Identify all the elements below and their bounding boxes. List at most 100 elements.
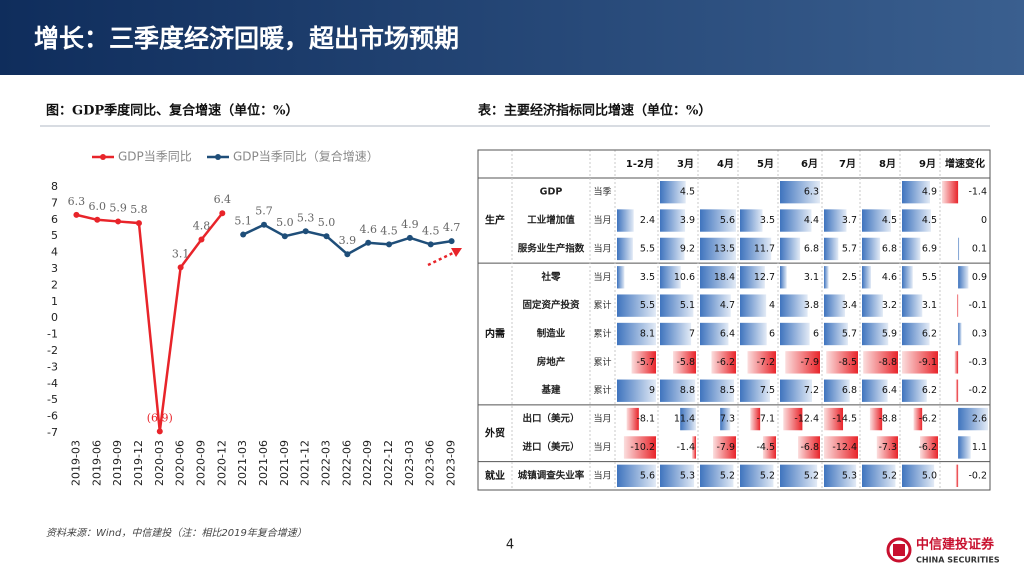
- data-bar: [902, 181, 930, 204]
- x-tick-label: 2019-12: [132, 440, 145, 486]
- cell-value: 0: [981, 215, 987, 226]
- x-tick-label: 2020-06: [174, 440, 187, 486]
- y-tick-label: 3: [51, 262, 58, 275]
- data-label: 5.0: [276, 216, 294, 229]
- row-name: 城镇调查失业率: [518, 469, 585, 481]
- y-tick-label: -1: [47, 328, 58, 341]
- data-bar: [824, 322, 848, 346]
- x-tick-label: 2023-03: [403, 440, 416, 486]
- data-bar: [740, 379, 770, 402]
- cell-value: -1.4: [676, 442, 695, 453]
- row-name: 房地产: [537, 356, 566, 368]
- cell-value: 3.8: [804, 300, 819, 311]
- data-label: 3.9: [339, 234, 357, 247]
- data-bar: [824, 464, 857, 487]
- cell-value: 4.5: [882, 215, 897, 226]
- data-bar: [660, 266, 681, 289]
- table-caption: 表：主要经济指标同比增速（单位：%）: [477, 103, 711, 119]
- cell-value: 5.6: [640, 470, 655, 481]
- row-kind: 当月: [593, 413, 611, 425]
- data-bar: [955, 464, 959, 487]
- point: [406, 234, 413, 241]
- data-label: 5.8: [130, 203, 148, 216]
- point: [73, 211, 80, 218]
- data-label: 4.5: [422, 224, 440, 237]
- cell-value: 6.4: [720, 329, 735, 340]
- x-tick-label: 2023-09: [445, 440, 458, 486]
- point: [323, 233, 330, 240]
- data-label: 4.8: [193, 219, 211, 232]
- x-tick-label: 2021-09: [278, 440, 291, 486]
- legend-marker: [100, 154, 106, 160]
- x-tick-label: 2020-12: [215, 440, 228, 486]
- series-line: [76, 212, 224, 432]
- y-tick-label: 0: [51, 311, 58, 324]
- row-name: GDP: [540, 187, 563, 198]
- cell-value: 10.6: [674, 272, 695, 283]
- data-bar: [700, 266, 736, 289]
- x-tick-label: 2019-09: [111, 440, 124, 486]
- row-kind: 当月: [593, 242, 611, 254]
- group-label: 外贸: [484, 426, 505, 439]
- column-header: 4月: [717, 158, 734, 170]
- cell-value: 9.2: [680, 243, 695, 254]
- cell-value: -7.3: [878, 442, 897, 453]
- cell-value: 6: [813, 329, 819, 340]
- cell-value: -8.8: [878, 357, 897, 368]
- y-tick-label: 7: [51, 196, 58, 209]
- data-bar: [780, 181, 820, 204]
- cell-value: -6.2: [918, 414, 937, 425]
- cell-value: 5.3: [680, 470, 695, 481]
- cell-value: -14.5: [832, 414, 857, 425]
- column-header: 3月: [677, 158, 694, 170]
- source-note: 资料来源：Wind，中信建投（注：相比2019年复合增速）: [46, 527, 307, 539]
- x-tick-label: 2022-03: [320, 440, 333, 486]
- point: [135, 220, 142, 227]
- legend-label: GDP当季同比: [118, 150, 192, 164]
- cell-value: 0.9: [972, 272, 987, 283]
- cell-value: -7.1: [756, 414, 775, 425]
- data-label: 5.7: [255, 205, 273, 218]
- row-name: 制造业: [537, 328, 566, 340]
- cell-value: 6.2: [922, 329, 937, 340]
- column-header: 5月: [757, 158, 774, 170]
- data-bar: [862, 464, 896, 487]
- data-bar: [798, 436, 820, 459]
- data-bar: [631, 351, 656, 374]
- cell-value: -7.9: [800, 357, 819, 368]
- cell-value: 5.5: [922, 272, 937, 283]
- data-bar: [700, 322, 729, 346]
- row-name: 社零: [540, 271, 561, 283]
- cell-value: 5.2: [720, 470, 735, 481]
- row-name: 固定资产投资: [522, 299, 580, 311]
- row-kind: 当月: [593, 441, 611, 453]
- row-kind: 累计: [593, 356, 611, 368]
- cell-value: 5.7: [842, 243, 857, 254]
- cell-value: 3.5: [640, 272, 655, 283]
- data-bar: [617, 464, 656, 487]
- cell-value: 3.7: [842, 215, 857, 226]
- cell-value: 12.7: [754, 272, 775, 283]
- header-band: [0, 0, 1024, 75]
- data-bar: [824, 209, 847, 232]
- data-label: 4.7: [443, 221, 461, 234]
- legend-label: GDP当季同比（复合增速）: [233, 149, 379, 164]
- cell-value: 1.1: [972, 442, 987, 453]
- column-header: 6月: [801, 158, 818, 170]
- data-bar: [913, 407, 923, 431]
- data-bar: [626, 407, 639, 431]
- y-tick-label: 4: [51, 246, 58, 259]
- table-frame: [477, 149, 991, 491]
- point: [115, 218, 122, 225]
- cell-value: 6.9: [922, 243, 937, 254]
- data-bar: [956, 294, 959, 317]
- cell-value: 9: [649, 385, 655, 396]
- cell-value: -6.8: [800, 442, 819, 453]
- cell-value: 4.5: [680, 187, 695, 198]
- x-tick-label: 2022-12: [382, 440, 395, 486]
- data-bar: [691, 436, 696, 459]
- cell-value: 5.3: [842, 470, 857, 481]
- cell-value: 5.1: [680, 300, 695, 311]
- data-bar: [780, 322, 810, 346]
- cell-value: -12.4: [794, 414, 819, 425]
